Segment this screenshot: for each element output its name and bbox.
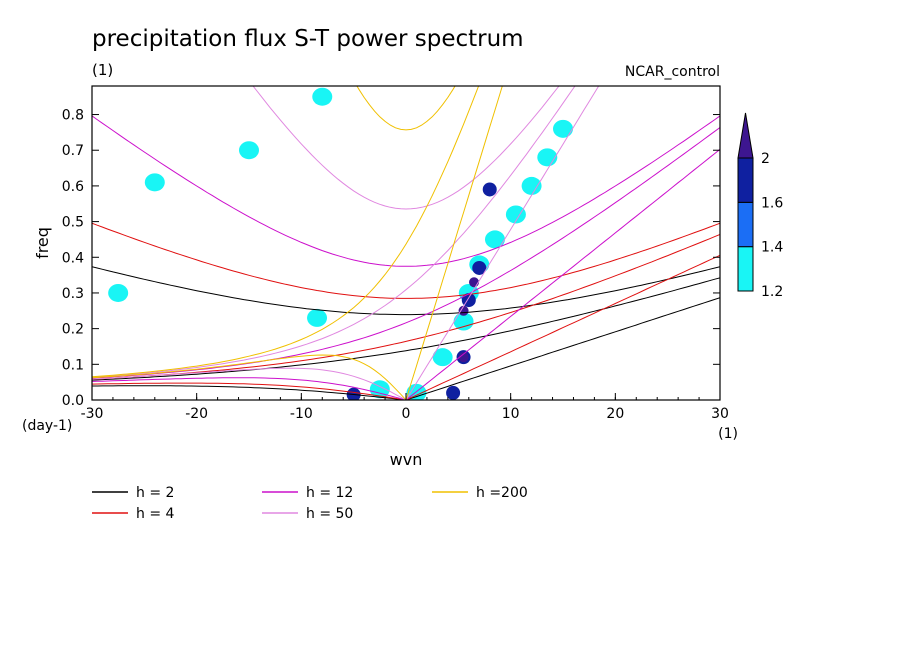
x-axis-label: wvn [390,450,423,469]
dispersion-curve-h12-0 [405,148,720,400]
y-axis-unit: (day-1) [22,418,72,434]
x-tick-label: -10 [290,406,313,422]
legend-label: h = 12 [306,485,353,501]
contour-region-8 [537,148,558,167]
colorbar-label: 2 [761,151,770,167]
contour-region-13 [312,87,333,106]
contour-region-5 [484,230,505,249]
dispersion-curve-h200-3 [92,86,480,378]
y-tick-label: 0.5 [62,215,84,231]
x-tick-label: 0 [402,406,411,422]
colorbar-label: 1.2 [761,284,783,300]
x-tick-label: -30 [81,406,104,422]
dispersion-curve-h12-3 [92,127,720,379]
dispersion-curve-h4-1 [92,382,407,400]
plot-frame [91,85,721,401]
contour-region-9 [553,119,573,138]
dispersion-curve-h4-0 [405,254,720,400]
dispersion-curve-h12-1 [92,377,407,400]
contour-region-21 [446,385,461,400]
dispersion-curves [92,86,720,400]
contour-fills [108,87,573,400]
colorbar: 1.2 1.4 1.6 2 [737,112,783,300]
contour-region-23 [469,277,480,288]
colorbar-segment [737,246,754,292]
x-axis-ticks: -30 -20 -10 0 10 20 30 [81,393,729,422]
chart-subtitle-left: (1) [92,61,113,79]
y-tick-label: 0.2 [62,322,84,338]
chart-title: precipitation flux S-T power spectrum [92,26,524,52]
dispersion-curve-h200-0 [405,86,503,400]
contour-region-1 [432,348,453,367]
legend: h = 2 h = 4 h = 12 h = 50 h =200 [92,485,528,522]
contour-region-7 [521,176,542,195]
contour-region-22 [458,305,469,316]
dispersion-curve-h50-2 [252,86,560,210]
dispersion-curve-h4-2 [92,222,720,299]
legend-label: h = 2 [136,485,174,501]
dispersion-curve-h200-2 [356,86,456,131]
y-tick-label: 0.4 [62,250,84,266]
dispersion-curve-h50-0 [405,86,600,400]
colorbar-label: 1.4 [761,240,783,256]
y-tick-label: 0.1 [62,357,84,373]
dispersion-curve-h200-1 [92,354,407,400]
x-axis-unit: (1) [718,426,738,442]
dispersion-curve-h50-3 [92,86,576,378]
contour-region-15 [108,283,129,302]
y-tick-label: 0.6 [62,179,84,195]
y-axis-ticks: 0.0 0.1 0.2 0.3 0.4 0.5 0.6 0.7 0.8 [62,108,720,409]
legend-label: h = 4 [136,506,175,522]
dispersion-curve-h4-3 [92,234,720,380]
dispersion-curve-h2-3 [92,277,720,381]
contour-region-17 [472,260,487,275]
contour-region-11 [307,308,328,327]
dispersion-curve-h2-1 [92,385,407,400]
contour-region-12 [144,173,165,192]
dispersion-curve-h50-1 [92,367,407,400]
dispersion-curve-h12-2 [92,115,720,267]
x-tick-label: 10 [502,406,520,422]
dispersion-curve-h2-0 [405,297,720,400]
contour-region-14 [239,141,259,160]
contour-region-19 [482,182,497,197]
colorbar-label: 1.6 [761,195,783,211]
x-tick-label: 30 [711,406,729,422]
legend-label: h = 50 [306,506,353,522]
x-tick-label: 20 [606,406,624,422]
dispersion-curve-h2-2 [92,266,720,316]
y-tick-label: 0.7 [62,143,84,159]
x-tick-label: -20 [185,406,208,422]
y-axis-label: freq [33,227,52,259]
colorbar-segment [737,157,754,203]
colorbar-segment [737,201,754,248]
chart-subtitle-right: NCAR_control [625,64,720,80]
legend-label: h =200 [476,485,528,501]
contour-region-2 [453,312,474,331]
y-tick-label: 0.0 [62,393,84,409]
y-tick-label: 0.3 [62,286,84,302]
contour-region-20 [346,387,361,400]
contour-region-24 [458,352,469,363]
contour-region-6 [505,205,526,224]
y-tick-label: 0.8 [62,108,84,124]
colorbar-extension [737,112,754,159]
contour-region-10 [369,380,390,399]
